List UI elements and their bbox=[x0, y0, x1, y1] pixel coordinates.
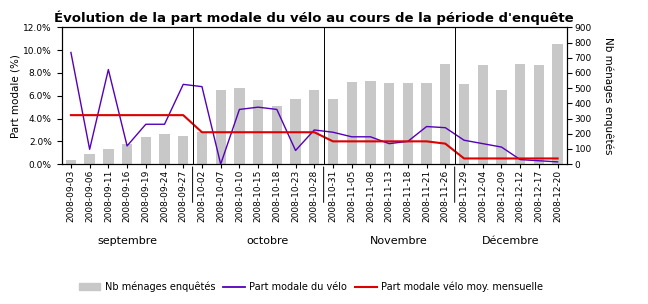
Y-axis label: Nb ménages enquêtés: Nb ménages enquêtés bbox=[603, 37, 614, 154]
Bar bbox=[197, 132, 207, 164]
Bar bbox=[440, 64, 450, 164]
Bar bbox=[216, 90, 226, 164]
Bar bbox=[159, 134, 170, 164]
Bar bbox=[553, 44, 562, 164]
Bar bbox=[384, 83, 394, 164]
Bar bbox=[66, 160, 76, 164]
Text: octobre: octobre bbox=[246, 237, 288, 246]
Bar bbox=[496, 90, 507, 164]
Bar bbox=[459, 84, 469, 164]
Bar bbox=[235, 88, 244, 164]
Bar bbox=[515, 64, 526, 164]
Bar bbox=[328, 99, 338, 164]
Bar bbox=[272, 106, 282, 164]
Bar bbox=[365, 81, 376, 164]
Y-axis label: Part modale (%): Part modale (%) bbox=[10, 54, 20, 138]
Bar bbox=[141, 137, 151, 164]
Bar bbox=[421, 83, 432, 164]
Bar bbox=[122, 144, 132, 164]
Bar bbox=[478, 65, 488, 164]
Bar bbox=[347, 82, 357, 164]
Bar bbox=[309, 90, 319, 164]
Bar bbox=[84, 154, 95, 164]
Text: Décembre: Décembre bbox=[482, 237, 540, 246]
Bar bbox=[178, 136, 189, 164]
Bar bbox=[103, 149, 113, 164]
Bar bbox=[253, 100, 263, 164]
Bar bbox=[403, 83, 413, 164]
Bar bbox=[534, 65, 544, 164]
Bar bbox=[290, 99, 301, 164]
Title: Évolution de la part modale du vélo au cours de la période d'enquête: Évolution de la part modale du vélo au c… bbox=[54, 10, 574, 25]
Text: Novembre: Novembre bbox=[369, 237, 428, 246]
Text: septembre: septembre bbox=[97, 237, 157, 246]
Legend: Nb ménages enquêtés, Part modale du vélo, Part modale vélo moy. mensuelle: Nb ménages enquêtés, Part modale du vélo… bbox=[75, 278, 548, 296]
